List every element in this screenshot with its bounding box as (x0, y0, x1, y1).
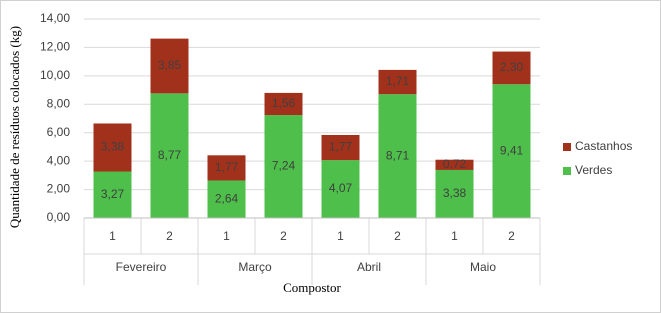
x-tick-label: 1 (337, 229, 344, 243)
x-group-label: Fevereiro (116, 260, 167, 274)
y-tick-label: 4,00 (47, 153, 71, 167)
x-tick-label: 2 (166, 229, 173, 243)
data-label: 8,77 (158, 148, 182, 162)
x-tick-label: 2 (394, 229, 401, 243)
bar-segment (207, 180, 246, 218)
y-tick-label: 14,00 (40, 11, 70, 25)
legend-swatch (563, 167, 571, 175)
data-label: 9,41 (500, 143, 524, 157)
bar-segment (435, 159, 474, 170)
bar-segment (321, 134, 360, 161)
y-tick-label: 6,00 (47, 125, 71, 139)
y-tick-label: 2,00 (47, 182, 71, 196)
data-label: 1,77 (215, 160, 239, 174)
legend-label: Verdes (575, 163, 612, 177)
x-tick-label: 1 (109, 229, 116, 243)
bar-segment (207, 155, 246, 181)
bar-segment (492, 84, 531, 219)
x-tick-label: 2 (508, 229, 515, 243)
y-tick-label: 0,00 (47, 210, 71, 224)
legend-swatch (563, 143, 571, 151)
bar-segment (435, 169, 474, 218)
bar-segment (93, 171, 132, 218)
data-label: 3,38 (443, 186, 467, 200)
data-label: 0,72 (443, 157, 467, 171)
data-label: 3,85 (158, 58, 182, 72)
x-group-label: Maio (470, 260, 496, 274)
data-label: 2,64 (215, 191, 239, 205)
bar-segment (264, 92, 303, 116)
data-label: 1,77 (329, 140, 353, 154)
y-tick-label: 10,00 (40, 68, 70, 82)
x-tick-label: 1 (223, 229, 230, 243)
x-tick-label: 1 (451, 229, 458, 243)
data-label: 2,30 (500, 60, 524, 74)
data-label: 7,24 (272, 159, 296, 173)
data-label: 4,07 (329, 181, 353, 195)
data-label: 1,56 (272, 96, 296, 110)
data-label: 8,71 (386, 148, 410, 162)
bar-segment (378, 69, 417, 95)
data-label: 3,27 (101, 187, 125, 201)
bar-segment (378, 94, 417, 218)
data-label: 3,38 (101, 140, 125, 154)
data-label: 1,71 (386, 74, 410, 88)
x-tick-label: 2 (280, 229, 287, 243)
bar-segment (492, 51, 531, 85)
bar-segment (150, 93, 189, 218)
x-axis-title: Compostor (283, 280, 341, 295)
x-group-label: Abril (357, 260, 381, 274)
bar-segment (93, 123, 132, 172)
legend-label: Castanhos (575, 139, 632, 153)
y-axis-title: Quantidade de resíduos colocados (kg) (7, 26, 22, 228)
x-group-label: Março (238, 260, 272, 274)
bar-segment (321, 160, 360, 218)
y-tick-label: 12,00 (40, 40, 70, 54)
bar-segment (264, 115, 303, 218)
y-tick-label: 8,00 (47, 96, 71, 110)
bar-segment (150, 38, 189, 94)
